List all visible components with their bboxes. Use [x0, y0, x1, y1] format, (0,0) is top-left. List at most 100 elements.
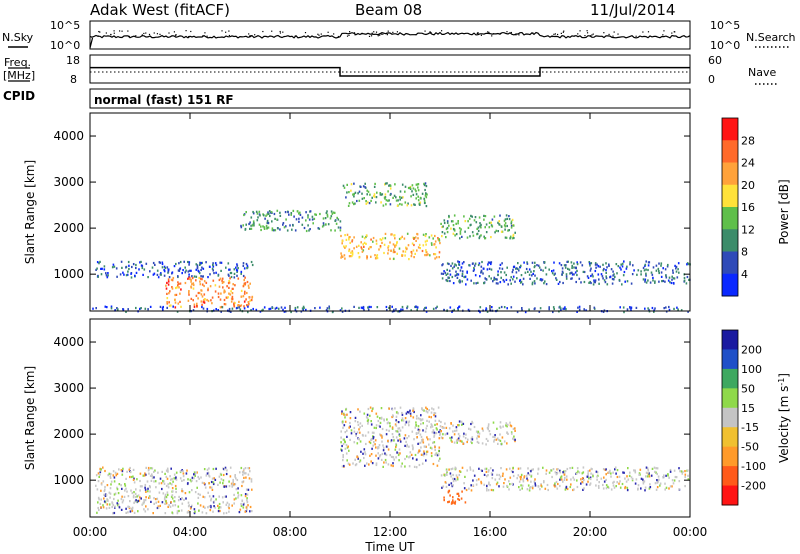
power-cell [494, 277, 496, 281]
power-cell [665, 274, 667, 277]
velocity-cell [396, 430, 398, 433]
power-data [92, 182, 691, 314]
power-cell [177, 281, 179, 284]
velocity-cell [380, 407, 383, 410]
velocity-cell [371, 462, 374, 465]
power-cell [134, 274, 136, 277]
power-cell [427, 253, 429, 256]
velocity-cell [127, 511, 129, 514]
velocity-cell [141, 485, 143, 488]
power-cell [135, 263, 137, 267]
power-cell [514, 280, 516, 283]
velocity-cell [452, 430, 454, 433]
x-tick-label: 16:00 [473, 525, 508, 539]
velocity-cell [537, 485, 540, 488]
power-cell [211, 296, 214, 299]
power-cell [170, 304, 172, 307]
power-cell [545, 273, 548, 276]
power-cell [605, 262, 607, 265]
velocity-cell [393, 439, 395, 442]
velocity-cell [112, 470, 115, 473]
power-cell [470, 279, 472, 282]
velocity-cell [161, 470, 163, 473]
x-tick-label: 12:00 [373, 525, 408, 539]
power-cell [364, 186, 366, 189]
power-cell [492, 280, 494, 283]
velocity-cell [566, 478, 568, 481]
noise-search-point [499, 32, 501, 35]
noise-search-point [671, 32, 673, 34]
velocity-cell [144, 499, 147, 502]
velocity-cell [172, 490, 174, 493]
power-cell [642, 266, 645, 269]
power-cell [488, 275, 490, 278]
power-cell [225, 296, 228, 299]
velocity-cell [453, 441, 456, 444]
velocity-cell [173, 500, 175, 503]
power-cell [592, 275, 594, 278]
velocity-cell [388, 407, 390, 410]
power-cell [192, 309, 195, 312]
velocity-cell [570, 483, 572, 486]
power-cell [512, 224, 515, 227]
power-cell [298, 220, 300, 223]
power-cell [260, 225, 262, 228]
velocity-cell [456, 492, 459, 495]
velocity-cell [247, 473, 250, 476]
velocity-cell [239, 471, 241, 474]
velocity-cell [365, 442, 367, 446]
power-cell [298, 212, 300, 215]
velocity-cell [102, 506, 105, 509]
power-cell [96, 267, 98, 270]
velocity-cell [394, 423, 397, 426]
velocity-cell [357, 421, 359, 424]
power-cell [404, 250, 407, 253]
velocity-cell [149, 496, 151, 499]
velocity-cell [209, 486, 211, 489]
power-cell [168, 301, 170, 304]
velocity-cell [511, 482, 513, 485]
velocity-cell [385, 461, 387, 464]
velocity-cell [665, 486, 668, 489]
power-cell [554, 272, 556, 275]
power-cell [209, 285, 212, 288]
velocity-cell [145, 490, 147, 493]
velocity-cell [410, 414, 412, 418]
power-cell [498, 223, 500, 226]
velocity-cell [244, 510, 247, 513]
velocity-cell [609, 469, 611, 472]
power-cell [411, 190, 413, 193]
velocity-cell [202, 495, 204, 498]
power-cell [249, 282, 251, 285]
power-cell [540, 278, 542, 281]
velocity-cell [137, 510, 139, 513]
noise-sky-label: N.Sky [2, 31, 34, 44]
power-cell [445, 227, 448, 231]
velocity-cell [415, 423, 417, 427]
power-cell [366, 255, 368, 258]
velocity-cell [477, 478, 480, 481]
velocity-cell [638, 473, 640, 476]
velocity-cell [489, 467, 492, 470]
velocity-cell [616, 475, 619, 479]
velocity-cell [449, 472, 452, 475]
velocity-cell [389, 454, 391, 457]
power-cell [237, 267, 239, 270]
velocity-cell [460, 497, 463, 500]
power-cell [362, 305, 365, 309]
velocity-cell [164, 496, 166, 499]
power-cell [498, 306, 501, 310]
velocity-cell [471, 420, 473, 423]
power-cell [662, 279, 665, 283]
power-cell [349, 241, 351, 244]
velocity-cell [233, 502, 235, 505]
velocity-cell [244, 495, 247, 498]
colorbar-segment [722, 207, 738, 230]
power-cell [594, 281, 596, 284]
velocity-cell [189, 478, 192, 481]
velocity-cell [206, 468, 209, 471]
velocity-cell [363, 456, 365, 460]
power-cell [651, 306, 654, 310]
